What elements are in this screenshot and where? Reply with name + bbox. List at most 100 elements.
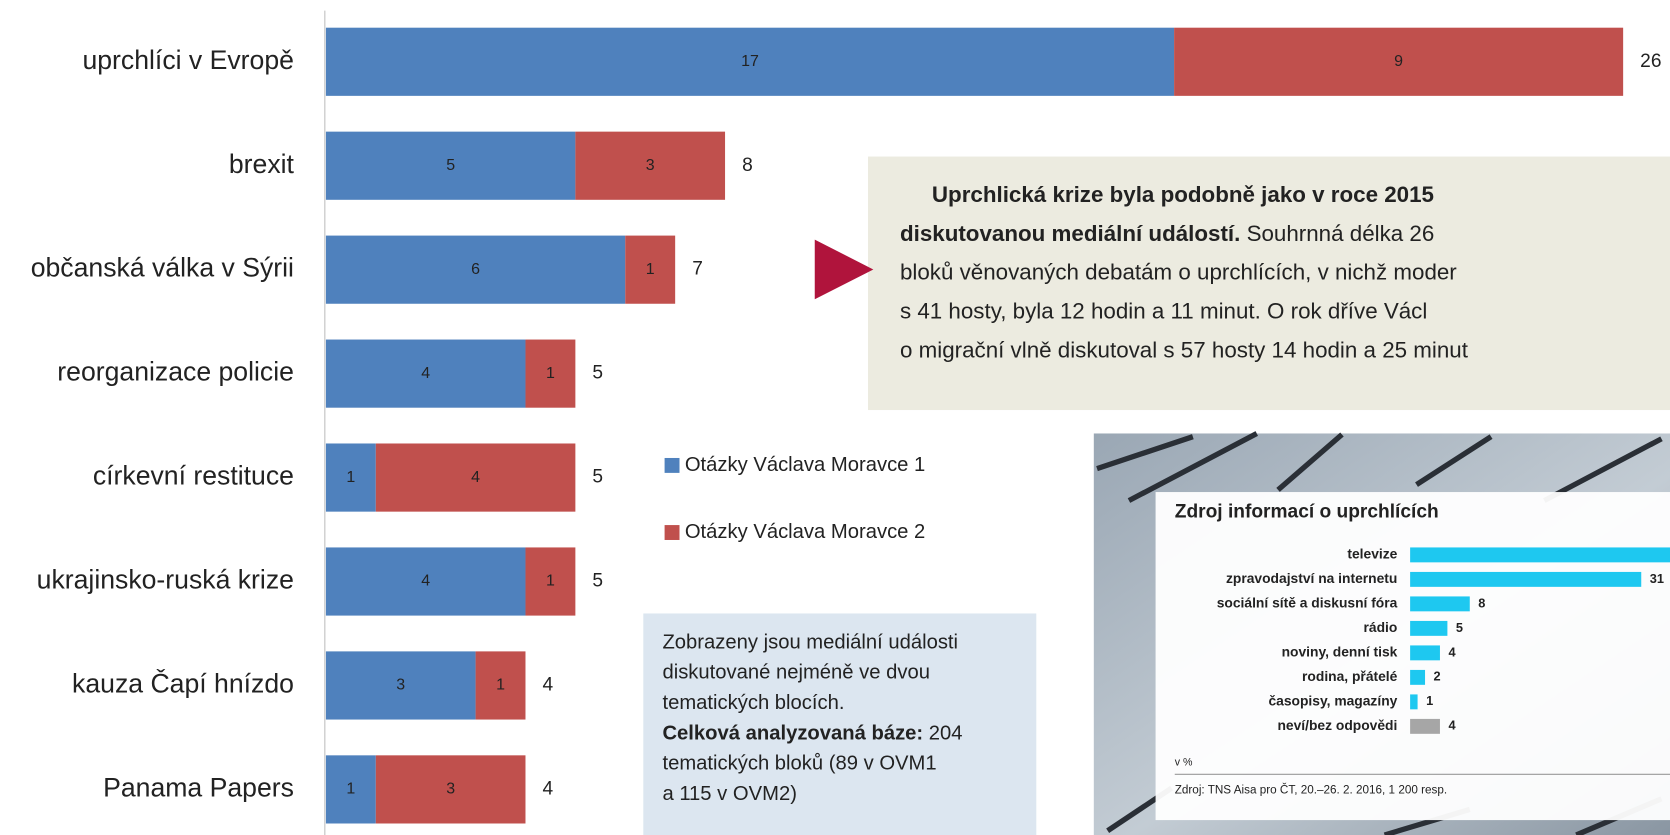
inset-value: 8 [1478, 595, 1485, 610]
category-label: ukrajinsko-ruská krize [37, 565, 294, 595]
bar-segment [325, 755, 376, 824]
inset-bar [1410, 620, 1448, 636]
text-line: a 115 v OVM2) [662, 783, 796, 805]
inset-unit: v % [1175, 756, 1193, 768]
inset-category: neví/bez odpovědi [1277, 717, 1397, 733]
text-line: bloků věnovaných debatám o uprchlících, … [900, 260, 1457, 285]
category-label: brexit [229, 149, 295, 179]
inset-bar [1410, 547, 1670, 563]
legend-swatch [664, 457, 680, 473]
legend-swatch [664, 525, 680, 540]
segment-label: 3 [396, 677, 405, 694]
inset-bar [1410, 669, 1426, 685]
text: bloků věnovaných debatám o uprchlících, … [900, 260, 1457, 285]
category-label: kauza Čapí hnízdo [72, 668, 294, 698]
text: diskutované nejméně ve dvou [662, 662, 930, 684]
inset-title: Zdroj informací o uprchlících [1175, 501, 1439, 522]
text-line: tematických bloků (89 v OVM1 [662, 753, 936, 775]
inset-category: zpravodajství na internetu [1226, 570, 1397, 586]
segment-label: 9 [1394, 53, 1403, 70]
text: Zobrazeny jsou mediální události [662, 632, 958, 654]
bar-segment [1174, 27, 1624, 96]
annotation-box [868, 156, 1670, 411]
bold-text: Uprchlická krize byla podobně jako v roc… [932, 182, 1434, 207]
inset-category: časopisy, magazíny [1268, 693, 1397, 709]
bar-segment [325, 339, 526, 408]
text: 204 [923, 723, 962, 745]
inset-bar [1410, 718, 1440, 734]
segment-label: 3 [646, 157, 655, 174]
segment-label: 1 [646, 261, 655, 278]
text: a 115 v OVM2) [662, 783, 796, 805]
legend-label: Otázky Václava Moravce 2 [685, 521, 925, 543]
bar-segment [375, 755, 526, 824]
bar-segment [525, 547, 576, 616]
inset-category: noviny, denní tisk [1282, 644, 1398, 660]
bar-segment [325, 131, 576, 200]
inset-value: 2 [1434, 669, 1441, 684]
category-label: reorganizace policie [57, 357, 294, 387]
segment-label: 6 [471, 261, 480, 278]
total-label: 4 [543, 675, 554, 696]
bar-segment [475, 651, 526, 720]
inset-source: Zdroj: TNS Aisa pro ČT, 20.–26. 2. 2016,… [1175, 783, 1447, 796]
inset-category: sociální sítě a diskusní fóra [1217, 595, 1398, 611]
bold-text: Celková analyzovaná báze: [662, 723, 923, 745]
total-label: 5 [592, 363, 603, 384]
inset-value: 31 [1650, 571, 1664, 586]
total-label: 5 [592, 571, 603, 592]
segment-label: 3 [446, 781, 455, 798]
bar-segment [325, 27, 1175, 96]
bar-segment [325, 235, 626, 304]
text-line: s 41 hosty, byla 12 hodin a 11 minut. O … [900, 298, 1427, 323]
bar-segment [325, 547, 526, 616]
segment-label: 1 [346, 469, 355, 486]
category-label: Panama Papers [103, 772, 294, 802]
text-line: diskutovanou mediální událostí. Souhrnná… [900, 221, 1434, 246]
text: tematických blocích. [662, 692, 844, 714]
category-label: církevní restituce [93, 461, 294, 491]
note-box [643, 613, 1037, 835]
text: s 41 hosty, byla 12 hodin a 11 minut. O … [900, 298, 1427, 323]
inset-category: televize [1347, 546, 1397, 562]
segment-label: 4 [421, 365, 430, 382]
text-line: tematických blocích. [662, 692, 844, 714]
text: tematických bloků (89 v OVM1 [662, 753, 936, 775]
segment-label: 17 [741, 53, 759, 70]
segment-label: 5 [446, 157, 455, 174]
text-line: Celková analyzovaná báze: 204 [662, 723, 962, 745]
inset-value: 1 [1426, 693, 1433, 708]
bold-text: diskutovanou mediální událostí. [900, 221, 1240, 246]
inset-value: 4 [1448, 718, 1456, 733]
text-line: Uprchlická krize byla podobně jako v roc… [932, 182, 1434, 207]
total-label: 5 [592, 467, 603, 488]
category-label: uprchlíci v Evropě [82, 45, 293, 75]
bar-segment [525, 339, 576, 408]
inset-bar [1410, 571, 1642, 587]
bar-segment [325, 651, 476, 720]
bar-segment [325, 443, 376, 512]
segment-label: 4 [421, 573, 430, 590]
segment-label: 4 [471, 469, 480, 486]
text-line: o migrační vlně diskutoval s 57 hosty 14… [900, 337, 1469, 362]
inset-bar [1410, 596, 1470, 612]
total-label: 7 [692, 259, 703, 280]
total-label: 26 [1640, 51, 1661, 72]
segment-label: 1 [346, 781, 355, 798]
text-line: diskutované nejméně ve dvou [662, 662, 930, 684]
bar-segment [575, 131, 726, 200]
pointer [814, 239, 874, 300]
inset-value: 5 [1456, 620, 1463, 635]
text: o migrační vlně diskutoval s 57 hosty 14… [900, 337, 1469, 362]
inset-value: 4 [1448, 644, 1456, 659]
bar-segment [625, 235, 676, 304]
segment-label: 1 [546, 573, 555, 590]
inset-category: rádio [1364, 619, 1398, 635]
segment-label: 1 [546, 365, 555, 382]
total-label: 8 [742, 155, 753, 176]
total-label: 4 [543, 778, 554, 799]
inset-bar [1410, 694, 1418, 710]
bar-segment [375, 443, 576, 512]
legend-label: Otázky Václava Moravce 1 [685, 454, 925, 476]
